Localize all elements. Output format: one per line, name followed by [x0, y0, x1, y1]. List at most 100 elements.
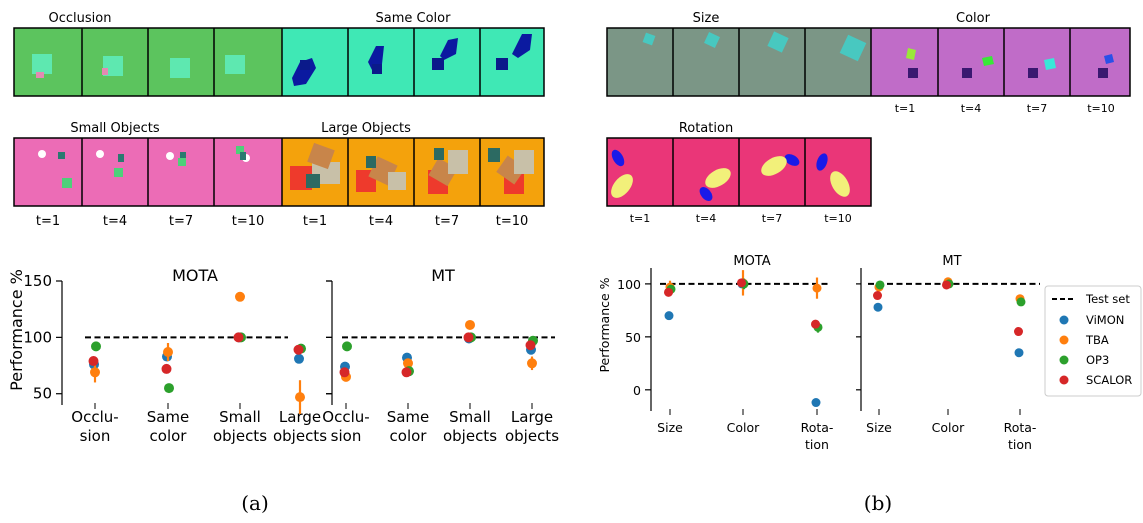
time-label: t=1	[895, 102, 916, 115]
point-scalor	[161, 363, 172, 374]
y-tick-label: 100	[617, 277, 641, 292]
time-labels-a: t=1 t=4 t=7 t=10 t=1 t=4 t=7 t=10	[36, 214, 528, 229]
point-scalor	[88, 356, 99, 367]
x-tick-label: Occlu-sion	[71, 408, 118, 445]
frame-small-4	[214, 138, 282, 206]
strip-row-a1: Occlusion Same Color	[13, 11, 545, 97]
strip-title-size: Size	[693, 11, 720, 26]
point-scalor	[737, 278, 746, 288]
chart-b-mota: MOTA Performance % 0 50 100 Size Color Rota-…	[597, 254, 833, 452]
color-frames	[871, 28, 1130, 96]
y-axis-label: Performance %	[7, 269, 26, 391]
same-color-frames	[282, 28, 544, 96]
x-tick-label: Rota-tion	[801, 420, 834, 452]
point-scalor	[401, 367, 412, 378]
legend-scalor-label: SCALOR	[1086, 373, 1132, 387]
time-labels-b2: t=1 t=4 t=7 t=10	[630, 212, 852, 225]
point-tba	[90, 367, 100, 378]
chart-title: MT	[942, 254, 961, 269]
point-op3	[1016, 297, 1026, 307]
x-tick-label: Rota-tion	[1004, 420, 1037, 452]
x-tick-label: Same color	[147, 408, 190, 445]
x-tick-label: Color	[727, 420, 760, 435]
point-tba	[403, 358, 413, 369]
time-label: t=10	[824, 212, 852, 225]
point-scalor	[463, 332, 474, 343]
point-scalor	[525, 340, 536, 351]
chart-title: MOTA	[733, 254, 770, 269]
point-tba	[527, 358, 537, 369]
chart-b-mt: MT Size Color Rota-tion	[856, 254, 1040, 452]
legend: Test set ViMON TBA OP3 SCALOR	[1044, 285, 1142, 397]
x-tick-label: Occlu-sion	[322, 408, 369, 445]
legend-tba-marker	[1059, 335, 1069, 345]
strip-row-b1: Size Color t=	[606, 11, 1131, 115]
time-label: t=7	[1027, 102, 1048, 115]
legend-op3-label: OP3	[1086, 353, 1109, 367]
frame-same-color-4	[480, 28, 544, 96]
strip-title-large-objects: Large Objects	[321, 121, 411, 136]
time-label: t=4	[696, 212, 717, 225]
point-tba	[163, 347, 173, 358]
point-scalor	[1014, 327, 1023, 337]
legend-op3-marker	[1059, 355, 1069, 365]
panel-label-b: (b)	[864, 491, 892, 515]
strip-title-same-color: Same Color	[376, 11, 452, 26]
point-vimon	[811, 398, 821, 408]
time-label: t=7	[435, 214, 459, 229]
point-op3	[342, 341, 352, 352]
x-tick-label: Size	[866, 420, 892, 435]
point-op3	[875, 280, 885, 290]
point-scalor	[811, 319, 820, 329]
x-tick-label: Color	[932, 420, 965, 435]
frame-same-color-3	[414, 28, 480, 96]
chart-title: MT	[431, 266, 455, 285]
y-axis-label: Performance %	[597, 277, 612, 372]
strip-title-occlusion: Occlusion	[49, 11, 112, 26]
point-op3	[164, 383, 174, 394]
strip-title-rotation: Rotation	[679, 121, 733, 136]
point-vimon	[1014, 348, 1024, 358]
legend-vimon-marker	[1059, 315, 1069, 325]
frame-small-3	[148, 138, 214, 206]
point-vimon	[664, 311, 674, 321]
y-tick-label: 100	[23, 328, 52, 346]
time-label: t=10	[496, 214, 529, 229]
time-label: t=4	[369, 214, 393, 229]
time-label: t=7	[762, 212, 783, 225]
point-scalor	[293, 344, 304, 355]
chart-a-mota: MOTA Performance % 50 100 150 Occlu-sion Sa…	[7, 266, 327, 445]
point-scalor	[233, 332, 244, 343]
legend-test-set-label: Test set	[1085, 292, 1130, 306]
y-tick-label: 0	[633, 383, 641, 398]
point-vimon	[873, 302, 883, 312]
x-tick-label: Small objects	[213, 408, 267, 445]
time-label: t=7	[169, 214, 193, 229]
point-tba	[812, 283, 822, 293]
x-tick-label: Same color	[387, 408, 430, 445]
y-tick-label: 50	[33, 385, 52, 403]
point-scalor	[873, 291, 882, 301]
strip-title-small-objects: Small Objects	[70, 121, 160, 136]
x-tick-label: Small objects	[443, 408, 497, 445]
time-label: t=1	[303, 214, 327, 229]
point-tba	[465, 319, 475, 330]
strip-row-b2: Rotation t=1 t=4 t=7 t=10	[606, 121, 872, 225]
point-tba	[295, 392, 305, 403]
x-tick-label: Large objects	[505, 408, 559, 445]
time-label: t=10	[1087, 102, 1115, 115]
x-tick-label: Size	[657, 420, 683, 435]
x-tick-label: Large objects	[273, 408, 327, 445]
large-objects-frames	[282, 138, 544, 206]
point-scalor	[664, 287, 673, 297]
small-objects-frames	[14, 138, 282, 206]
time-labels-b1: t=1 t=4 t=7 t=10	[895, 102, 1115, 115]
legend-vimon-label: ViMON	[1086, 313, 1124, 327]
point-op3	[91, 341, 101, 352]
occlusion-frames	[14, 28, 282, 96]
time-label: t=4	[103, 214, 127, 229]
time-label: t=4	[961, 102, 982, 115]
panel-label-a: (a)	[241, 491, 269, 515]
y-tick-label: 50	[625, 330, 641, 345]
y-tick-label: 150	[23, 272, 52, 290]
